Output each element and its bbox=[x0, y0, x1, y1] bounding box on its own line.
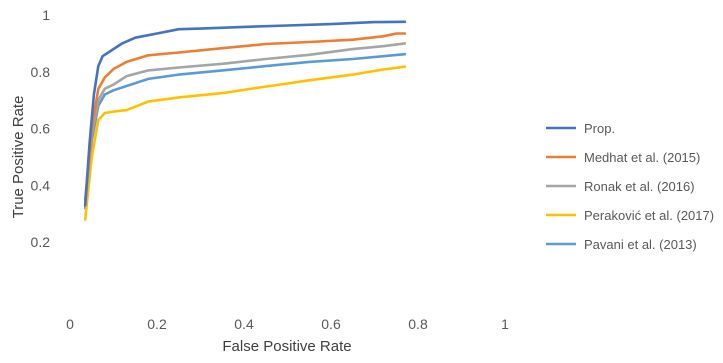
series-line bbox=[83, 20, 407, 207]
y-tick-label: 0.6 bbox=[31, 121, 51, 137]
y-tick-label: 0.4 bbox=[31, 177, 51, 193]
y-tick-label: 1 bbox=[42, 7, 50, 23]
y-axis-title: True Positive Rate bbox=[10, 96, 27, 219]
y-tick-label: 0.8 bbox=[31, 64, 51, 80]
legend-label: Pavani et al. (2013) bbox=[584, 237, 697, 252]
legend-label: Medhat et al. (2015) bbox=[584, 150, 700, 165]
legend-label: Ronak et al. (2016) bbox=[584, 179, 695, 194]
x-tick-label: 0 bbox=[66, 316, 74, 332]
x-tick-label: 0.8 bbox=[408, 316, 428, 332]
plot-area bbox=[83, 20, 407, 221]
x-axis: 0 0.2 0.4 0.6 0.8 1 bbox=[66, 316, 509, 332]
series-line bbox=[83, 52, 407, 210]
x-tick-label: 0.2 bbox=[147, 316, 167, 332]
x-tick-label: 1 bbox=[501, 316, 509, 332]
series-line bbox=[83, 32, 407, 201]
legend-label: Peraković et al. (2017) bbox=[584, 208, 714, 223]
y-tick-label: 0.2 bbox=[31, 234, 51, 250]
x-tick-label: 0.4 bbox=[234, 316, 254, 332]
y-axis: 0.2 0.4 0.6 0.8 1 bbox=[31, 7, 51, 250]
series-line bbox=[83, 65, 407, 221]
legend-label: Prop. bbox=[584, 121, 615, 136]
series-line bbox=[83, 42, 407, 207]
legend: Prop. Medhat et al. (2015) Ronak et al. (2… bbox=[546, 121, 714, 252]
x-axis-title: False Positive Rate bbox=[222, 338, 351, 355]
x-tick-label: 0.6 bbox=[321, 316, 341, 332]
